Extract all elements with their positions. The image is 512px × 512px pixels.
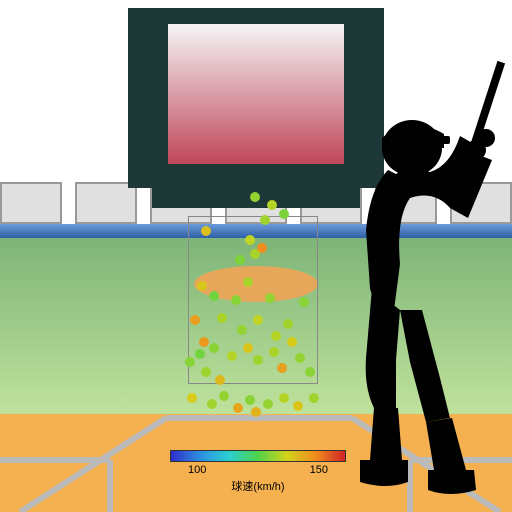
pitch-dot [201, 226, 211, 236]
pitch-dot [199, 337, 209, 347]
pitch-dot [233, 403, 243, 413]
pitch-dot [217, 313, 227, 323]
pitch-dot [215, 375, 225, 385]
pitch-dot [265, 293, 275, 303]
pitch-dot [253, 355, 263, 365]
pitch-dot [190, 315, 200, 325]
pitch-dot [209, 343, 219, 353]
pitch-dot [243, 277, 253, 287]
pitch-dot [185, 357, 195, 367]
pitch-dot [243, 343, 253, 353]
colorbar-label: 球速(km/h) [231, 478, 284, 494]
pitch-dot [187, 393, 197, 403]
pitch-dot [237, 325, 247, 335]
pitch-dot [277, 363, 287, 373]
pitch-dot [287, 337, 297, 347]
tick-max: 150 [310, 464, 328, 476]
pitch-dot [267, 200, 277, 210]
colorbar-gradient [170, 450, 346, 462]
pitch-dot [231, 295, 241, 305]
pitch-dot [245, 235, 255, 245]
chart-canvas: 100 150 球速(km/h) [0, 0, 512, 512]
pitch-dot [260, 215, 270, 225]
pitch-dot [263, 399, 273, 409]
colorbar-legend: 100 150 球速(km/h) [170, 450, 346, 494]
pitch-dot [201, 367, 211, 377]
pitch-dot [269, 347, 279, 357]
pitch-dot [227, 351, 237, 361]
pitch-dot [283, 319, 293, 329]
pitch-dot [197, 281, 207, 291]
tick-min: 100 [188, 464, 206, 476]
pitch-dot [250, 249, 260, 259]
pitch-dot [245, 395, 255, 405]
pitch-dot [207, 399, 217, 409]
pitch-dot [250, 192, 260, 202]
pitch-dot [195, 349, 205, 359]
wall-panel [0, 182, 62, 224]
pitch-dot [271, 331, 281, 341]
pitch-dot [279, 209, 289, 219]
colorbar-ticks: 100 150 [170, 464, 346, 476]
pitch-dot [279, 393, 289, 403]
pitch-dot [253, 315, 263, 325]
wall-panel [75, 182, 137, 224]
pitch-dot [235, 255, 245, 265]
pitch-dot [219, 391, 229, 401]
batter-silhouette [300, 58, 512, 498]
pitch-dot [209, 291, 219, 301]
pitch-dot [251, 407, 261, 417]
